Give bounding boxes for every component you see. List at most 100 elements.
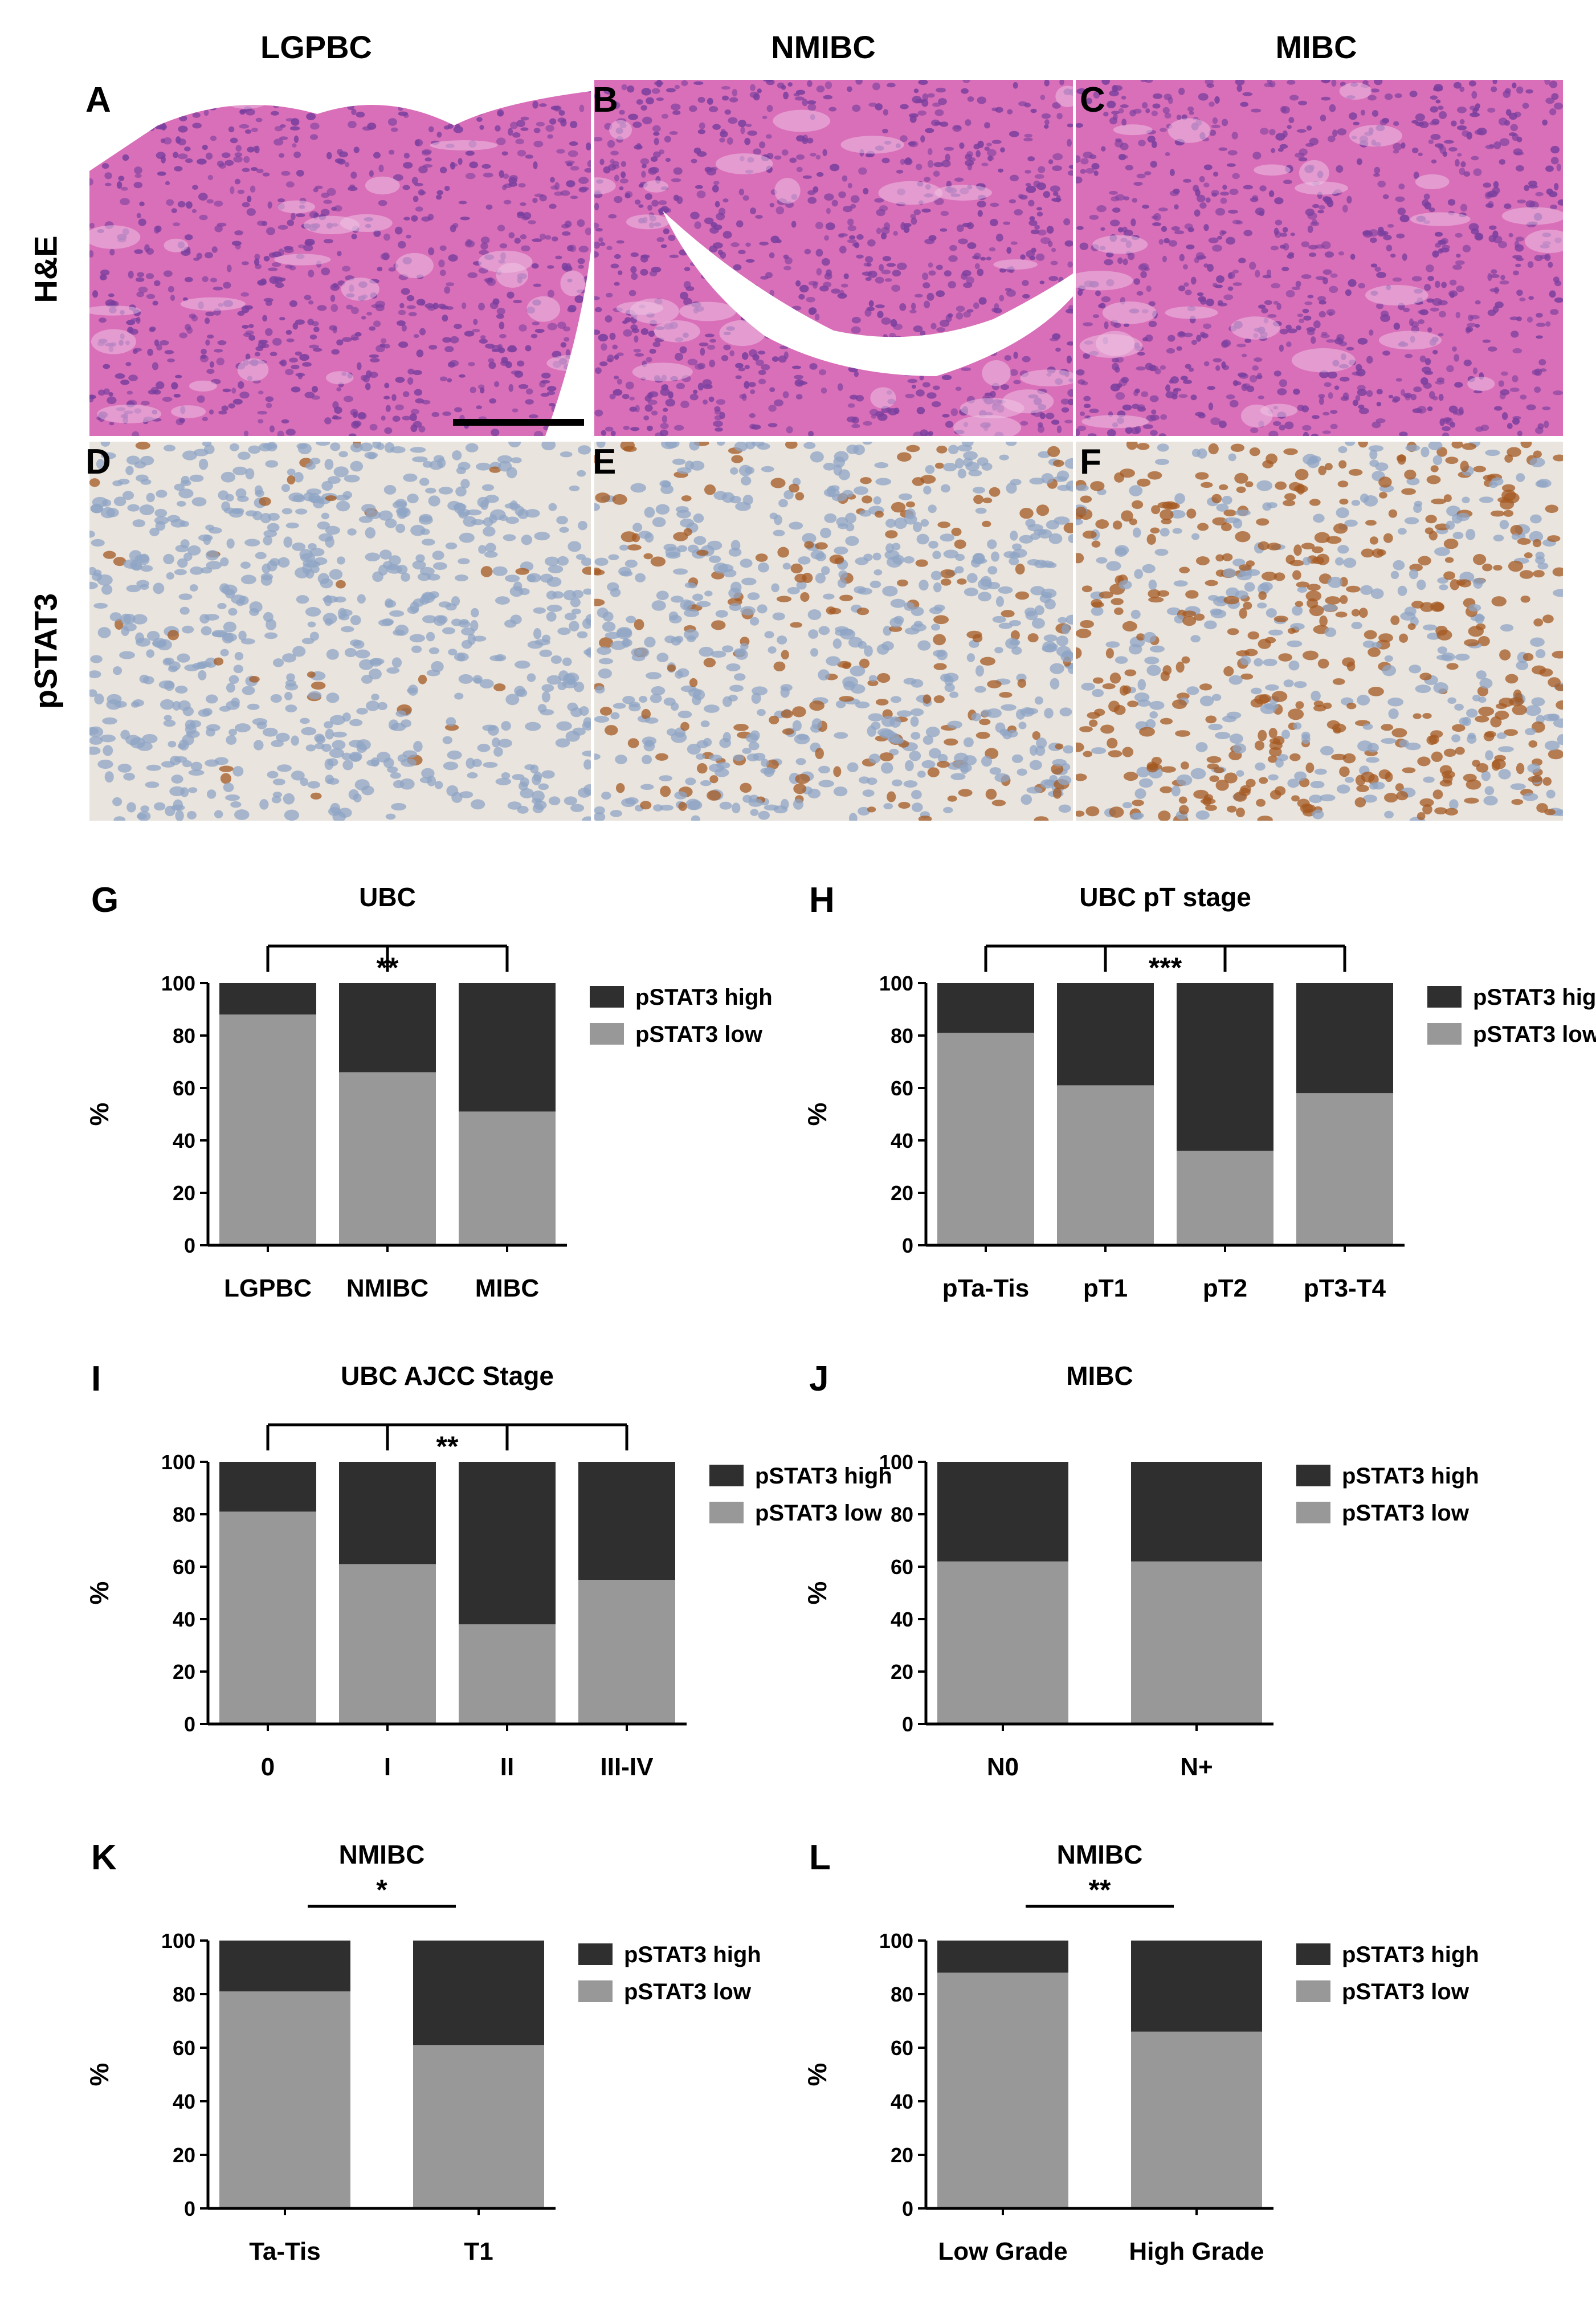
significance-stars: ** (377, 952, 399, 984)
y-tick-label: 40 (891, 2090, 913, 2113)
y-tick-label: 40 (173, 2090, 195, 2113)
chart-panel-letter: H (809, 881, 835, 920)
bar-high-0 (937, 1941, 1068, 1973)
y-tick-label: 40 (891, 1129, 913, 1152)
x-tick-label: N0 (987, 1753, 1019, 1781)
chart-k: K NMIBC Ta-Tis T1 0 20 40 60 80 100% * pSTAT3 high p… (84, 1818, 826, 2291)
y-axis-label: % (802, 1582, 832, 1605)
y-tick-label: 40 (173, 1129, 195, 1152)
legend-swatch (1296, 1943, 1330, 1965)
photo-panel-c (1076, 80, 1563, 436)
bar-high-1 (413, 1941, 544, 2045)
y-tick-label: 0 (184, 2197, 195, 2220)
y-tick-label: 0 (902, 1234, 913, 1257)
y-tick-label: 20 (891, 2143, 913, 2167)
legend-label: pSTAT3 high (635, 985, 773, 1010)
chart-panel-letter: G (91, 881, 119, 920)
y-tick-label: 0 (902, 2197, 913, 2220)
legend-swatch (590, 1023, 624, 1045)
bar-high-0 (937, 983, 1034, 1033)
y-tick-label: 20 (891, 1181, 913, 1205)
chart-l: L NMIBC Low Grade High Grade 0 20 40 60 80 100% **… (802, 1818, 1573, 2291)
panel-letter-b: B (593, 80, 618, 120)
y-tick-label: 20 (173, 2143, 195, 2167)
column-title-nmibc: NMIBC (771, 29, 876, 65)
y-tick-label: 60 (891, 1555, 913, 1579)
significance-stars: *** (1149, 952, 1182, 984)
y-tick-label: 40 (173, 1608, 195, 1631)
bar-low-1 (1131, 1561, 1262, 1724)
legend-swatch (1296, 1980, 1330, 2002)
photo-panel-e (594, 442, 1073, 821)
legend-swatch (709, 1465, 744, 1486)
legend-swatch (590, 986, 624, 1008)
legend-label: pSTAT3 low (624, 1979, 752, 2004)
bar-high-1 (339, 1462, 436, 1564)
x-tick-label: LGPBC (224, 1274, 312, 1302)
y-tick-label: 0 (184, 1713, 195, 1736)
y-tick-label: 100 (879, 972, 913, 995)
chart-panel-letter: K (91, 1838, 117, 1877)
bar-low-1 (339, 1564, 436, 1724)
y-tick-label: 80 (173, 1024, 195, 1048)
bar-low-0 (937, 1561, 1068, 1724)
y-tick-label: 60 (173, 1555, 195, 1579)
y-tick-label: 80 (173, 1983, 195, 2006)
x-tick-label: pT2 (1203, 1274, 1247, 1302)
column-title-mibc: MIBC (1275, 29, 1357, 65)
y-tick-label: 20 (173, 1660, 195, 1684)
legend-label: pSTAT3 low (1473, 1022, 1596, 1047)
legend-swatch (578, 1980, 613, 2002)
legend-label: pSTAT3 low (635, 1022, 763, 1047)
chart-panel-letter: J (809, 1359, 828, 1399)
panel-letter-f: F (1080, 442, 1101, 482)
x-tick-label: pTa-Tis (942, 1274, 1029, 1302)
x-tick-label: Low Grade (938, 2237, 1067, 2265)
y-tick-label: 80 (891, 1983, 913, 2006)
y-tick-label: 100 (161, 1450, 195, 1474)
bar-high-2 (459, 983, 556, 1112)
bar-high-2 (1177, 983, 1273, 1151)
bar-low-1 (1057, 1085, 1154, 1245)
chart-i: I UBC AJCC Stage 0 I II III-IV 0 20 40 60 80 100% **… (84, 1339, 892, 1807)
y-axis-label: % (802, 2063, 832, 2086)
legend-label: pSTAT3 high (624, 1942, 761, 1967)
legend-label: pSTAT3 low (1342, 1979, 1470, 2004)
bar-low-1 (339, 1072, 436, 1245)
chart-panel-letter: L (809, 1838, 831, 1877)
legend-swatch (1296, 1465, 1330, 1486)
y-tick-label: 100 (879, 1929, 913, 1953)
bar-low-0 (219, 1511, 316, 1724)
legend-label: pSTAT3 low (1342, 1501, 1470, 1526)
y-tick-label: 100 (879, 1450, 913, 1474)
x-tick-label: pT1 (1083, 1274, 1128, 1302)
bar-low-3 (1296, 1093, 1393, 1245)
y-axis-label: % (802, 1103, 832, 1126)
legend-label: pSTAT3 high (1342, 1942, 1479, 1967)
legend-swatch (1427, 1023, 1462, 1045)
legend-label: pSTAT3 high (1342, 1464, 1479, 1489)
panel-letter-d: D (85, 442, 111, 482)
legend-swatch (578, 1943, 613, 1965)
bar-high-0 (219, 1462, 316, 1512)
bar-high-3 (1296, 983, 1393, 1094)
photo-panel-f (1076, 442, 1563, 821)
y-axis-label: % (84, 1103, 114, 1126)
bar-high-1 (1057, 983, 1154, 1086)
significance-stars: ** (1089, 1874, 1111, 1906)
y-tick-label: 60 (891, 1077, 913, 1100)
photo-panel-b (594, 80, 1073, 436)
legend-swatch (1427, 986, 1462, 1008)
x-tick-label: NMIBC (346, 1274, 428, 1302)
bar-low-2 (459, 1111, 556, 1245)
panel-letter-c: C (1080, 80, 1105, 120)
legend-label: pSTAT3 high (1473, 985, 1596, 1010)
photo-panel-d (89, 442, 591, 821)
y-tick-label: 60 (173, 1077, 195, 1100)
bar-high-2 (459, 1462, 556, 1625)
bar-high-1 (1131, 1462, 1262, 1562)
x-tick-label: Ta-Tis (249, 2237, 321, 2265)
y-tick-label: 60 (173, 2036, 195, 2060)
x-tick-label: MIBC (475, 1274, 539, 1302)
chart-g: G UBC LGPBC NMIBC MIBC 0 20 40 60 80 100% ** pSTAT3 … (84, 861, 826, 1328)
